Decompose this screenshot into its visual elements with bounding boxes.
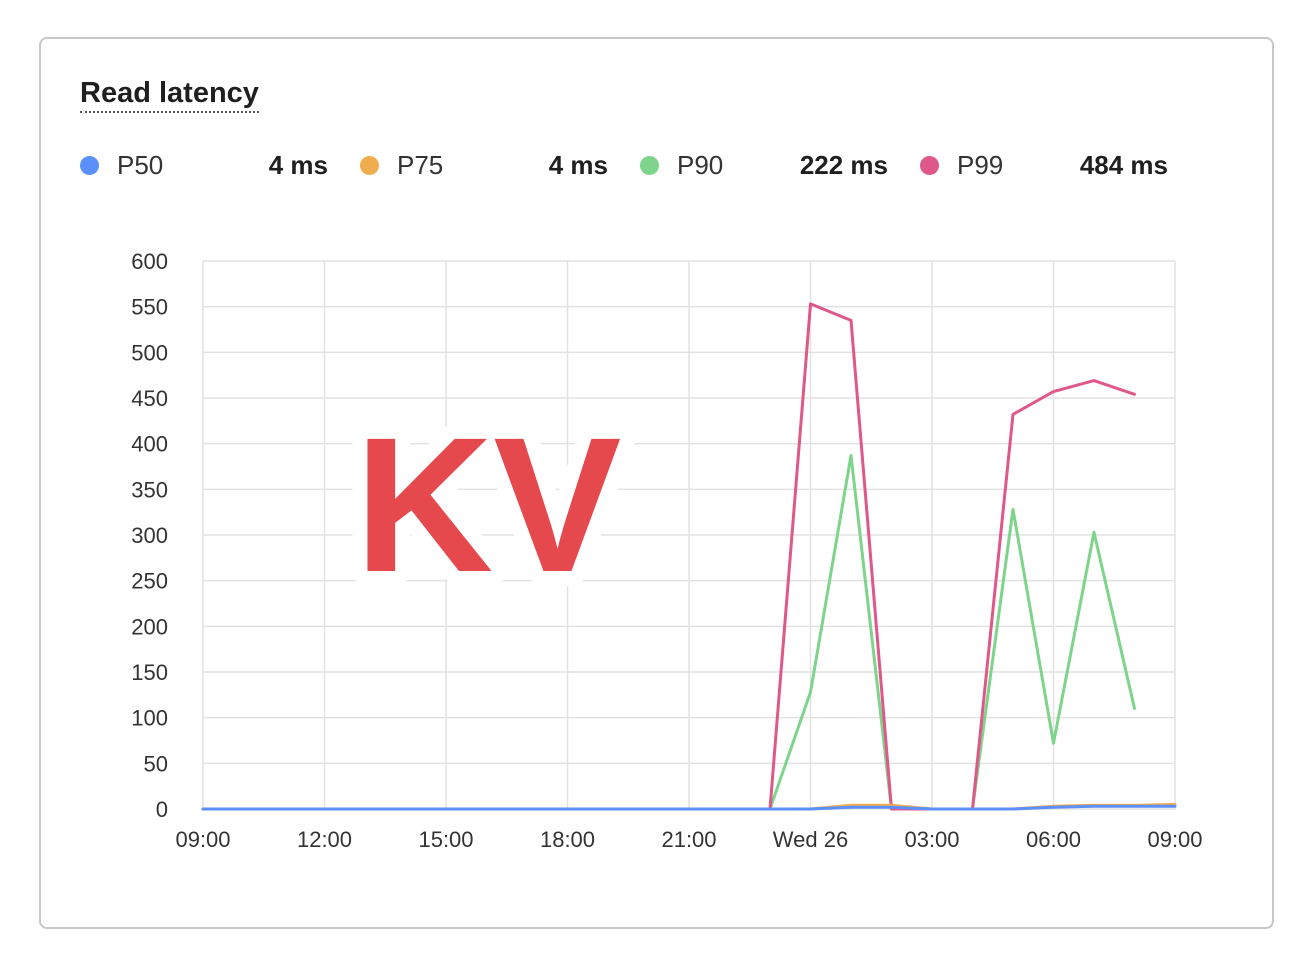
x-tick-label-8: 09:00 (1147, 827, 1202, 852)
y-tick-label-300: 300 (131, 523, 168, 548)
y-tick-label-250: 250 (131, 569, 168, 594)
legend-dot-p99 (920, 156, 939, 175)
y-tick-label-0: 0 (156, 797, 168, 822)
legend-value-p99: 484 ms (1079, 150, 1168, 180)
x-tick-label-6: 03:00 (904, 827, 959, 852)
x-tick-label-0: 09:00 (175, 827, 230, 852)
y-tick-label-50: 50 (144, 751, 168, 776)
card-title[interactable]: Read latency (80, 76, 259, 113)
legend-item-p90[interactable]: P90 222 ms (640, 146, 890, 186)
legend-item-p75[interactable]: P75 4 ms (360, 146, 610, 186)
y-tick-label-500: 500 (131, 340, 168, 365)
y-tick-label-450: 450 (131, 386, 168, 411)
x-tick-label-5: Wed 26 (773, 827, 848, 852)
kv-watermark: KV (355, 397, 622, 612)
legend-item-p99[interactable]: P99 484 ms (920, 146, 1170, 186)
legend-item-p50[interactable]: P50 4 ms (80, 146, 330, 186)
legend-label-p75: P75 (397, 150, 444, 180)
series-line-p90 (201, 454, 1136, 811)
legend-dot-p90 (640, 156, 659, 175)
x-tick-label-7: 06:00 (1026, 827, 1081, 852)
legend-value-p90: 222 ms (799, 150, 888, 180)
legend-value-p75: 4 ms (548, 150, 608, 180)
y-tick-label-100: 100 (131, 706, 168, 731)
y-tick-label-150: 150 (131, 660, 168, 685)
y-tick-label-200: 200 (131, 614, 168, 639)
series-line-p50 (201, 804, 1177, 811)
legend-label-p90: P90 (677, 150, 724, 180)
y-tick-label-550: 550 (131, 295, 168, 320)
legend-label-p99: P99 (957, 150, 1004, 180)
legend-value-p50: 4 ms (268, 150, 328, 180)
x-tick-label-2: 15:00 (418, 827, 473, 852)
legend-dot-p50 (80, 156, 99, 175)
x-tick-label-1: 12:00 (297, 827, 352, 852)
chart-legend: P50 4 ms P75 4 ms P90 222 ms P99 484 ms (0, 146, 1304, 186)
series-line-p99 (201, 302, 1136, 811)
y-tick-label-350: 350 (131, 477, 168, 502)
y-tick-label-400: 400 (131, 432, 168, 457)
legend-dot-p75 (360, 156, 379, 175)
legend-label-p50: P50 (117, 150, 164, 180)
y-tick-label-600: 600 (131, 249, 168, 274)
latency-card (39, 37, 1274, 929)
x-tick-label-4: 21:00 (661, 827, 716, 852)
x-tick-label-3: 18:00 (540, 827, 595, 852)
